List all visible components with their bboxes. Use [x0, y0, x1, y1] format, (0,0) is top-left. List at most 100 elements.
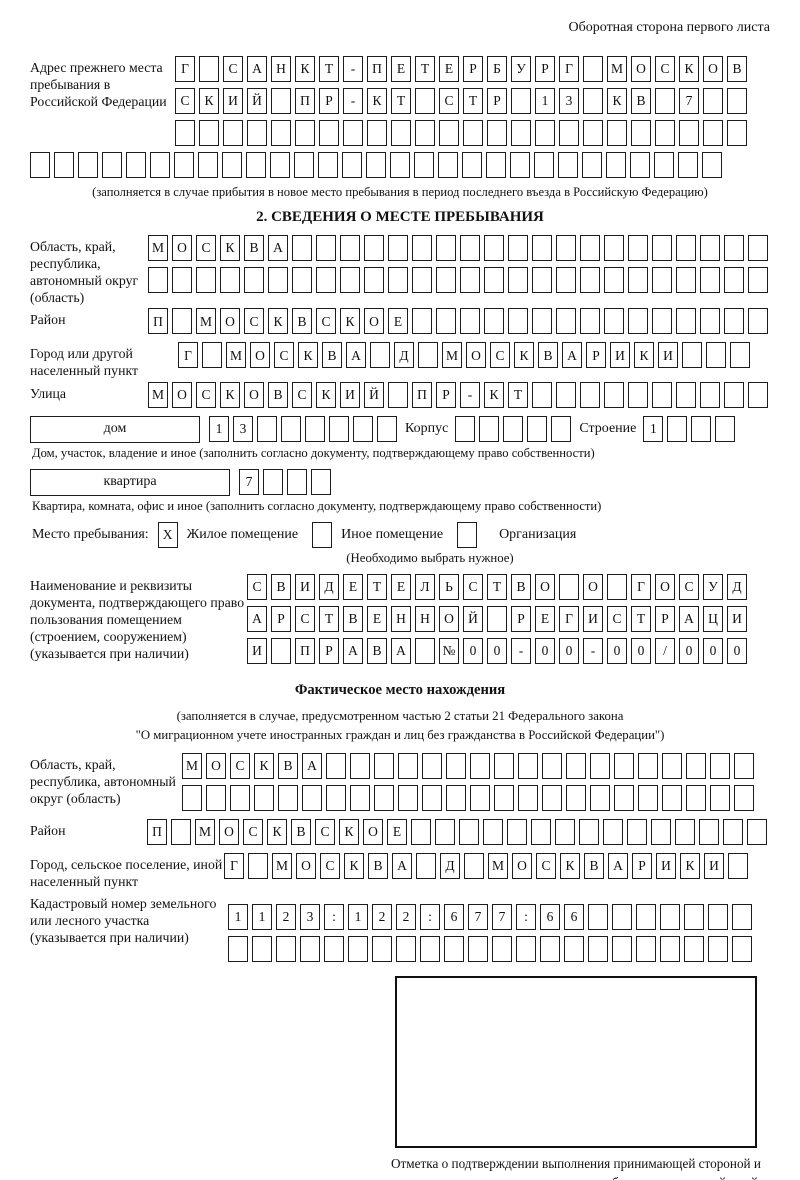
char-box[interactable]: И [583, 605, 603, 632]
char-box[interactable]: Т [415, 56, 435, 82]
char-box[interactable]: А [679, 605, 699, 632]
char-box[interactable]: Т [508, 381, 528, 408]
char-box[interactable] [422, 752, 442, 779]
char-box[interactable] [710, 784, 730, 811]
char-box[interactable]: 7 [468, 904, 488, 931]
char-box[interactable] [606, 152, 626, 178]
char-box[interactable] [223, 120, 243, 146]
char-box[interactable] [684, 904, 704, 931]
char-box[interactable]: А [247, 56, 267, 82]
char-box[interactable] [582, 152, 602, 178]
char-box[interactable] [703, 120, 723, 146]
char-box[interactable] [494, 752, 514, 779]
char-box[interactable]: Н [391, 605, 411, 632]
char-box[interactable]: 0 [679, 637, 699, 664]
char-box[interactable] [652, 235, 672, 261]
char-box[interactable]: А [346, 342, 366, 369]
char-box[interactable] [511, 120, 531, 146]
char-box[interactable] [628, 235, 648, 261]
char-box[interactable] [487, 605, 507, 632]
char-box[interactable] [415, 88, 435, 114]
char-box[interactable]: С [274, 342, 294, 369]
char-box[interactable] [551, 416, 572, 443]
char-box[interactable] [411, 818, 431, 845]
char-box[interactable] [492, 936, 512, 963]
char-box[interactable] [700, 267, 720, 293]
char-box[interactable] [628, 267, 648, 293]
char-box[interactable] [628, 381, 648, 408]
char-box[interactable] [271, 88, 291, 114]
checkbox-organizatsiya[interactable] [457, 521, 478, 548]
char-box[interactable]: С [292, 381, 312, 408]
char-box[interactable] [470, 752, 490, 779]
char-box[interactable] [484, 235, 504, 261]
char-box[interactable]: К [607, 88, 627, 114]
char-box[interactable]: К [268, 308, 288, 335]
char-box[interactable] [202, 342, 222, 369]
char-box[interactable]: И [656, 852, 676, 879]
char-box[interactable]: С [247, 573, 267, 600]
char-box[interactable] [559, 120, 579, 146]
char-box[interactable]: 3 [300, 904, 320, 931]
char-box[interactable]: К [254, 752, 274, 779]
char-box[interactable]: 2 [372, 904, 392, 931]
char-box[interactable] [652, 267, 672, 293]
char-box[interactable]: У [703, 573, 723, 600]
char-box[interactable]: 0 [703, 637, 723, 664]
char-box[interactable] [326, 784, 346, 811]
char-box[interactable] [230, 784, 250, 811]
char-box[interactable] [510, 152, 530, 178]
char-box[interactable]: П [147, 818, 167, 845]
char-box[interactable] [604, 308, 624, 335]
char-box[interactable] [388, 267, 408, 293]
char-box[interactable] [174, 152, 194, 178]
char-box[interactable] [415, 120, 435, 146]
char-box[interactable]: Р [319, 637, 339, 664]
char-box[interactable]: 1 [252, 904, 272, 931]
char-box[interactable]: : [516, 904, 536, 931]
char-box[interactable]: В [268, 381, 288, 408]
char-box[interactable] [172, 267, 192, 293]
char-box[interactable] [727, 120, 747, 146]
char-box[interactable]: И [247, 637, 267, 664]
char-box[interactable]: С [196, 235, 216, 261]
char-box[interactable]: В [511, 573, 531, 600]
char-box[interactable] [703, 88, 723, 114]
char-box[interactable]: М [488, 852, 508, 879]
char-box[interactable]: А [562, 342, 582, 369]
char-box[interactable]: Р [655, 605, 675, 632]
char-box[interactable]: В [278, 752, 298, 779]
char-box[interactable] [464, 852, 484, 879]
char-box[interactable] [220, 267, 240, 293]
char-box[interactable]: 7 [239, 469, 259, 496]
char-box[interactable] [470, 784, 490, 811]
char-box[interactable]: А [268, 235, 288, 261]
char-box[interactable]: Е [387, 818, 407, 845]
char-box[interactable] [612, 936, 632, 963]
char-box[interactable] [422, 784, 442, 811]
char-box[interactable] [257, 416, 277, 443]
char-box[interactable] [311, 469, 331, 496]
char-box[interactable] [604, 381, 624, 408]
char-box[interactable] [319, 120, 339, 146]
char-box[interactable] [556, 308, 576, 335]
char-box[interactable]: 7 [492, 904, 512, 931]
char-box[interactable]: М [442, 342, 462, 369]
char-box[interactable] [316, 267, 336, 293]
char-box[interactable] [247, 120, 267, 146]
char-box[interactable] [295, 120, 315, 146]
char-box[interactable] [652, 381, 672, 408]
char-box[interactable]: Ц [703, 605, 723, 632]
char-box[interactable] [676, 308, 696, 335]
char-box[interactable]: Н [415, 605, 435, 632]
char-box[interactable] [627, 818, 647, 845]
char-box[interactable]: С [223, 56, 243, 82]
char-box[interactable] [614, 752, 634, 779]
char-box[interactable] [420, 936, 440, 963]
char-box[interactable] [479, 416, 500, 443]
char-box[interactable] [460, 267, 480, 293]
char-box[interactable] [364, 235, 384, 261]
char-box[interactable]: Р [632, 852, 652, 879]
char-box[interactable] [199, 120, 219, 146]
char-box[interactable]: М [148, 381, 168, 408]
